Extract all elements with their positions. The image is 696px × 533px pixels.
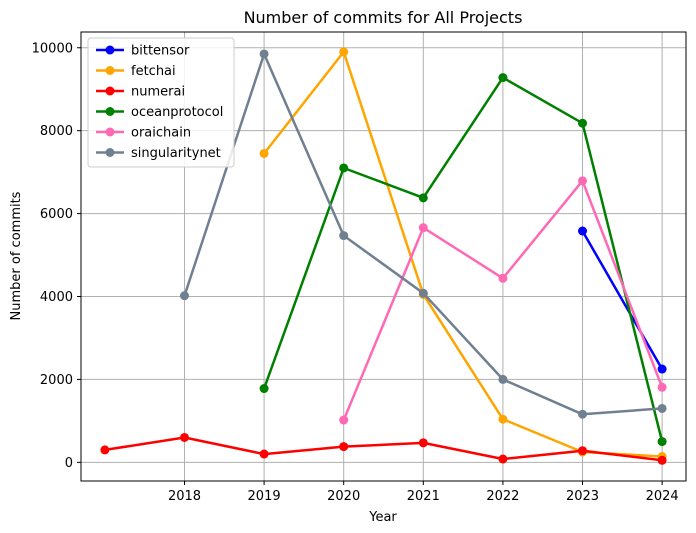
data-point: [657, 455, 667, 465]
legend-swatch-marker: [105, 107, 115, 116]
y-axis: 0 2000 4000 6000 8000 10000: [32, 41, 81, 471]
legend-entry: fetchai: [96, 64, 176, 79]
series-numerai: [100, 432, 667, 465]
legend: bittensor fetchai numerai oceanprotocol orai…: [87, 37, 235, 168]
data-point: [418, 288, 428, 298]
legend-label: oraichain: [131, 126, 191, 141]
y-tick-label: 0: [65, 456, 73, 471]
legend-box: [87, 37, 235, 168]
data-point: [498, 454, 508, 464]
legend-entry: singularitynet: [96, 146, 221, 161]
legend-label: oceanprotocol: [131, 105, 223, 120]
data-point: [339, 442, 349, 452]
series-layer: [100, 47, 667, 465]
data-point: [657, 437, 667, 447]
legend-label: singularitynet: [131, 146, 221, 161]
data-point: [657, 382, 667, 392]
legend-label: bittensor: [131, 44, 190, 59]
data-point: [418, 223, 428, 233]
data-point: [179, 291, 189, 301]
data-point: [259, 49, 269, 59]
chart-title: Number of commits for All Projects: [244, 8, 523, 27]
legend-swatch-marker: [105, 86, 115, 96]
y-tick-label: 8000: [40, 124, 73, 139]
y-tick-label: 6000: [40, 207, 73, 222]
series-oraichain: [339, 176, 667, 425]
y-tick-label: 4000: [40, 290, 73, 305]
data-point: [418, 438, 428, 448]
plot-frame: [80, 31, 687, 482]
data-point: [498, 414, 508, 424]
x-tick-label: 2021: [407, 489, 440, 504]
x-tick-label: 2019: [248, 489, 281, 504]
data-point: [259, 148, 269, 158]
legend-swatch-marker: [105, 148, 115, 157]
series-line: [262, 76, 664, 442]
legend-entry: bittensor: [96, 44, 190, 59]
y-tick-label: 2000: [40, 373, 73, 388]
series-line: [581, 230, 664, 370]
series-bittensor: [578, 226, 667, 374]
legend-entry: numerai: [96, 85, 185, 100]
data-point: [339, 415, 349, 425]
data-point: [578, 409, 588, 419]
legend-label: fetchai: [131, 64, 176, 79]
data-point: [259, 449, 269, 459]
x-axis: 2018 2019 2020 2021 2022 2023 2024: [168, 481, 679, 504]
data-point: [578, 176, 588, 186]
data-point: [498, 273, 508, 283]
data-point: [100, 445, 110, 455]
x-tick-label: 2024: [646, 489, 679, 504]
legend-label: numerai: [131, 85, 185, 100]
data-point: [418, 193, 428, 203]
data-point: [498, 374, 508, 384]
legend-entry: oceanprotocol: [96, 105, 223, 120]
data-point: [179, 432, 189, 442]
series-line: [104, 436, 663, 462]
data-point: [657, 364, 667, 374]
legend-swatch-marker: [105, 66, 115, 75]
x-tick-label: 2018: [168, 489, 201, 504]
data-point: [578, 446, 588, 456]
x-tick-label: 2023: [566, 489, 599, 504]
y-tick-label: 10000: [32, 41, 73, 56]
series-singularitynet: [179, 49, 667, 419]
data-point: [578, 118, 588, 128]
x-tick-label: 2020: [327, 489, 360, 504]
series-oceanprotocol: [259, 73, 667, 447]
x-axis-title: Year: [368, 510, 397, 525]
x-tick-label: 2022: [486, 489, 519, 504]
data-point: [339, 47, 349, 57]
data-point: [259, 384, 269, 394]
y-axis-title: Number of commits: [9, 191, 24, 320]
legend-swatch-marker: [105, 45, 115, 55]
data-point: [578, 226, 588, 236]
data-point: [339, 163, 349, 173]
data-point: [657, 403, 667, 413]
data-point: [339, 231, 349, 241]
legend-entry: oraichain: [96, 126, 191, 141]
data-point: [498, 73, 508, 83]
legend-swatch-marker: [105, 127, 115, 137]
